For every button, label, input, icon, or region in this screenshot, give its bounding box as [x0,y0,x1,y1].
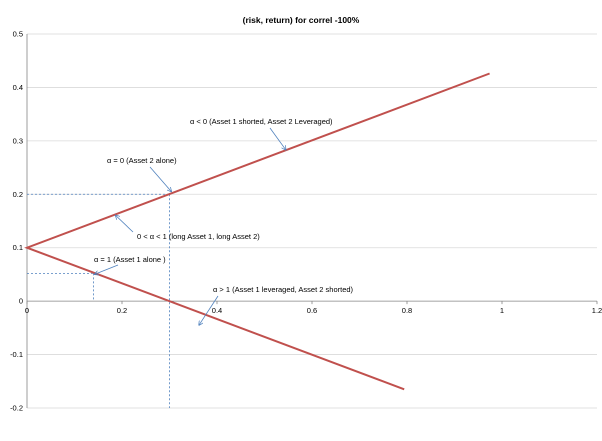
annotation-label: α = 1 (Asset 1 alone ) [94,255,166,264]
y-tick-label: 0.2 [13,190,23,199]
annotation-label: α > 1 (Asset 1 leveraged, Asset 2 shorte… [213,285,354,294]
annotation-arrow [269,127,286,150]
y-tick-label: -0.2 [10,404,23,413]
annotation-label: α = 0 (Asset 2 alone) [107,156,177,165]
y-tick-label: -0.1 [10,350,23,359]
annotation-arrow [94,264,119,274]
y-tick-label: 0.5 [13,30,23,39]
x-tick-label: 1.2 [592,306,602,315]
x-tick-label: 0.8 [402,306,412,315]
annotation-arrow [149,166,171,192]
series-line [24,72,490,391]
x-tick-label: 0.2 [117,306,127,315]
x-tick-label: 0.4 [212,306,222,315]
y-tick-label: 0.3 [13,136,23,145]
chart-title: (risk, return) for correl -100% [243,15,360,25]
annotation-label: 0 < α < 1 (long Asset 1, long Asset 2) [137,232,260,241]
y-tick-label: 0.1 [13,243,23,252]
x-tick-label: 0.6 [307,306,317,315]
y-tick-label: 0 [19,297,23,306]
annotation-arrow [115,215,134,233]
x-tick-label: 0 [25,306,29,315]
y-tick-label: 0.4 [13,83,23,92]
annotation-label: α < 0 (Asset 1 shorted, Asset 2 Leverage… [190,117,333,126]
x-tick-label: 1 [500,306,504,315]
annotation-arrow [199,295,219,325]
